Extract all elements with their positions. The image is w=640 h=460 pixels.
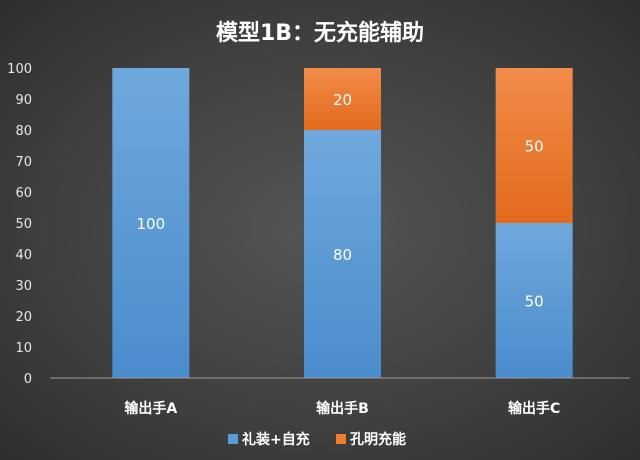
data-label: 50	[525, 138, 544, 156]
y-tick-label: 40	[15, 248, 32, 263]
y-tick-label: 100	[7, 62, 32, 77]
y-tick-label: 60	[15, 186, 32, 201]
x-axis: 输出手A 输出手B 输出手C	[50, 377, 630, 417]
data-label: 20	[333, 91, 352, 109]
x-category-label: 输出手B	[316, 400, 369, 417]
legend-label: 孔明充能	[350, 431, 406, 448]
bar-segment	[304, 130, 381, 378]
y-axis: 0 10 20 30 40 50 60 70 80 90 100	[7, 62, 32, 387]
data-label: 100	[137, 215, 166, 233]
data-label: 80	[333, 246, 352, 264]
legend-swatch	[228, 434, 238, 444]
y-tick-label: 80	[15, 124, 32, 139]
chart-title: 模型1B：无充能辅助	[216, 20, 424, 46]
bars-group: 100 80 20 50 50	[112, 68, 573, 378]
legend-swatch	[336, 434, 346, 444]
x-category-label: 输出手C	[508, 400, 560, 417]
bar-segment	[495, 68, 573, 223]
y-tick-label: 0	[24, 372, 32, 387]
y-tick-label: 50	[15, 217, 32, 232]
y-tick-label: 70	[15, 155, 32, 170]
legend-label: 礼装+自充	[242, 431, 310, 448]
y-tick-label: 10	[15, 341, 32, 356]
y-tick-label: 30	[15, 279, 32, 294]
bar-segment	[112, 68, 190, 378]
x-category-label: 输出手A	[124, 400, 177, 417]
data-label: 50	[525, 293, 544, 311]
bar-segment	[495, 223, 573, 378]
y-tick-label: 20	[15, 310, 32, 325]
y-tick-label: 90	[15, 93, 32, 108]
bar-segment	[304, 68, 381, 130]
legend: 礼装+自充 孔明充能	[228, 431, 406, 448]
